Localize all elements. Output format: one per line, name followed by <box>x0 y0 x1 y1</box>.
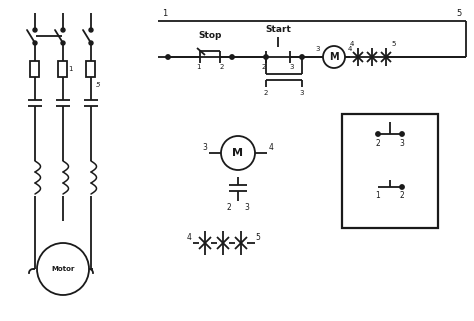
Text: 2: 2 <box>375 138 380 148</box>
Circle shape <box>264 55 268 59</box>
Text: 3: 3 <box>300 90 304 96</box>
Text: 2: 2 <box>400 192 404 201</box>
Circle shape <box>89 28 93 32</box>
Circle shape <box>230 55 234 59</box>
Text: M: M <box>329 52 339 62</box>
Bar <box>86 61 95 77</box>
Text: 5: 5 <box>392 41 396 47</box>
Text: Stop: Stop <box>198 30 222 39</box>
Text: 1: 1 <box>68 66 72 72</box>
Text: 2: 2 <box>227 203 231 212</box>
Text: 4: 4 <box>187 233 191 242</box>
Text: M: M <box>233 148 244 158</box>
Text: 3: 3 <box>245 203 249 212</box>
Text: Motor: Motor <box>51 266 75 272</box>
Text: 4: 4 <box>348 46 352 52</box>
Text: 4: 4 <box>350 41 354 47</box>
Circle shape <box>61 28 65 32</box>
Text: 3: 3 <box>316 46 320 52</box>
Text: 4: 4 <box>269 143 273 152</box>
Circle shape <box>221 136 255 170</box>
Text: 5: 5 <box>96 82 100 88</box>
Text: 2: 2 <box>264 90 268 96</box>
Text: 1: 1 <box>375 192 380 201</box>
Text: 1: 1 <box>196 64 200 70</box>
Circle shape <box>61 41 65 45</box>
Bar <box>30 61 39 77</box>
Text: 2: 2 <box>220 64 224 70</box>
Text: 3: 3 <box>290 64 294 70</box>
Text: 1: 1 <box>162 10 167 19</box>
Circle shape <box>33 28 37 32</box>
Text: 2: 2 <box>262 64 266 70</box>
Bar <box>342 114 438 228</box>
Circle shape <box>37 243 89 295</box>
Text: 3: 3 <box>400 138 404 148</box>
Circle shape <box>300 55 304 59</box>
Circle shape <box>323 46 345 68</box>
Circle shape <box>400 132 404 136</box>
Circle shape <box>89 41 93 45</box>
Text: Start: Start <box>265 24 291 33</box>
Text: 5: 5 <box>255 233 260 242</box>
Text: 5: 5 <box>457 10 462 19</box>
Circle shape <box>400 185 404 189</box>
Circle shape <box>376 132 380 136</box>
Circle shape <box>166 55 170 59</box>
Circle shape <box>33 41 37 45</box>
Text: 3: 3 <box>202 143 208 152</box>
Bar <box>58 61 67 77</box>
